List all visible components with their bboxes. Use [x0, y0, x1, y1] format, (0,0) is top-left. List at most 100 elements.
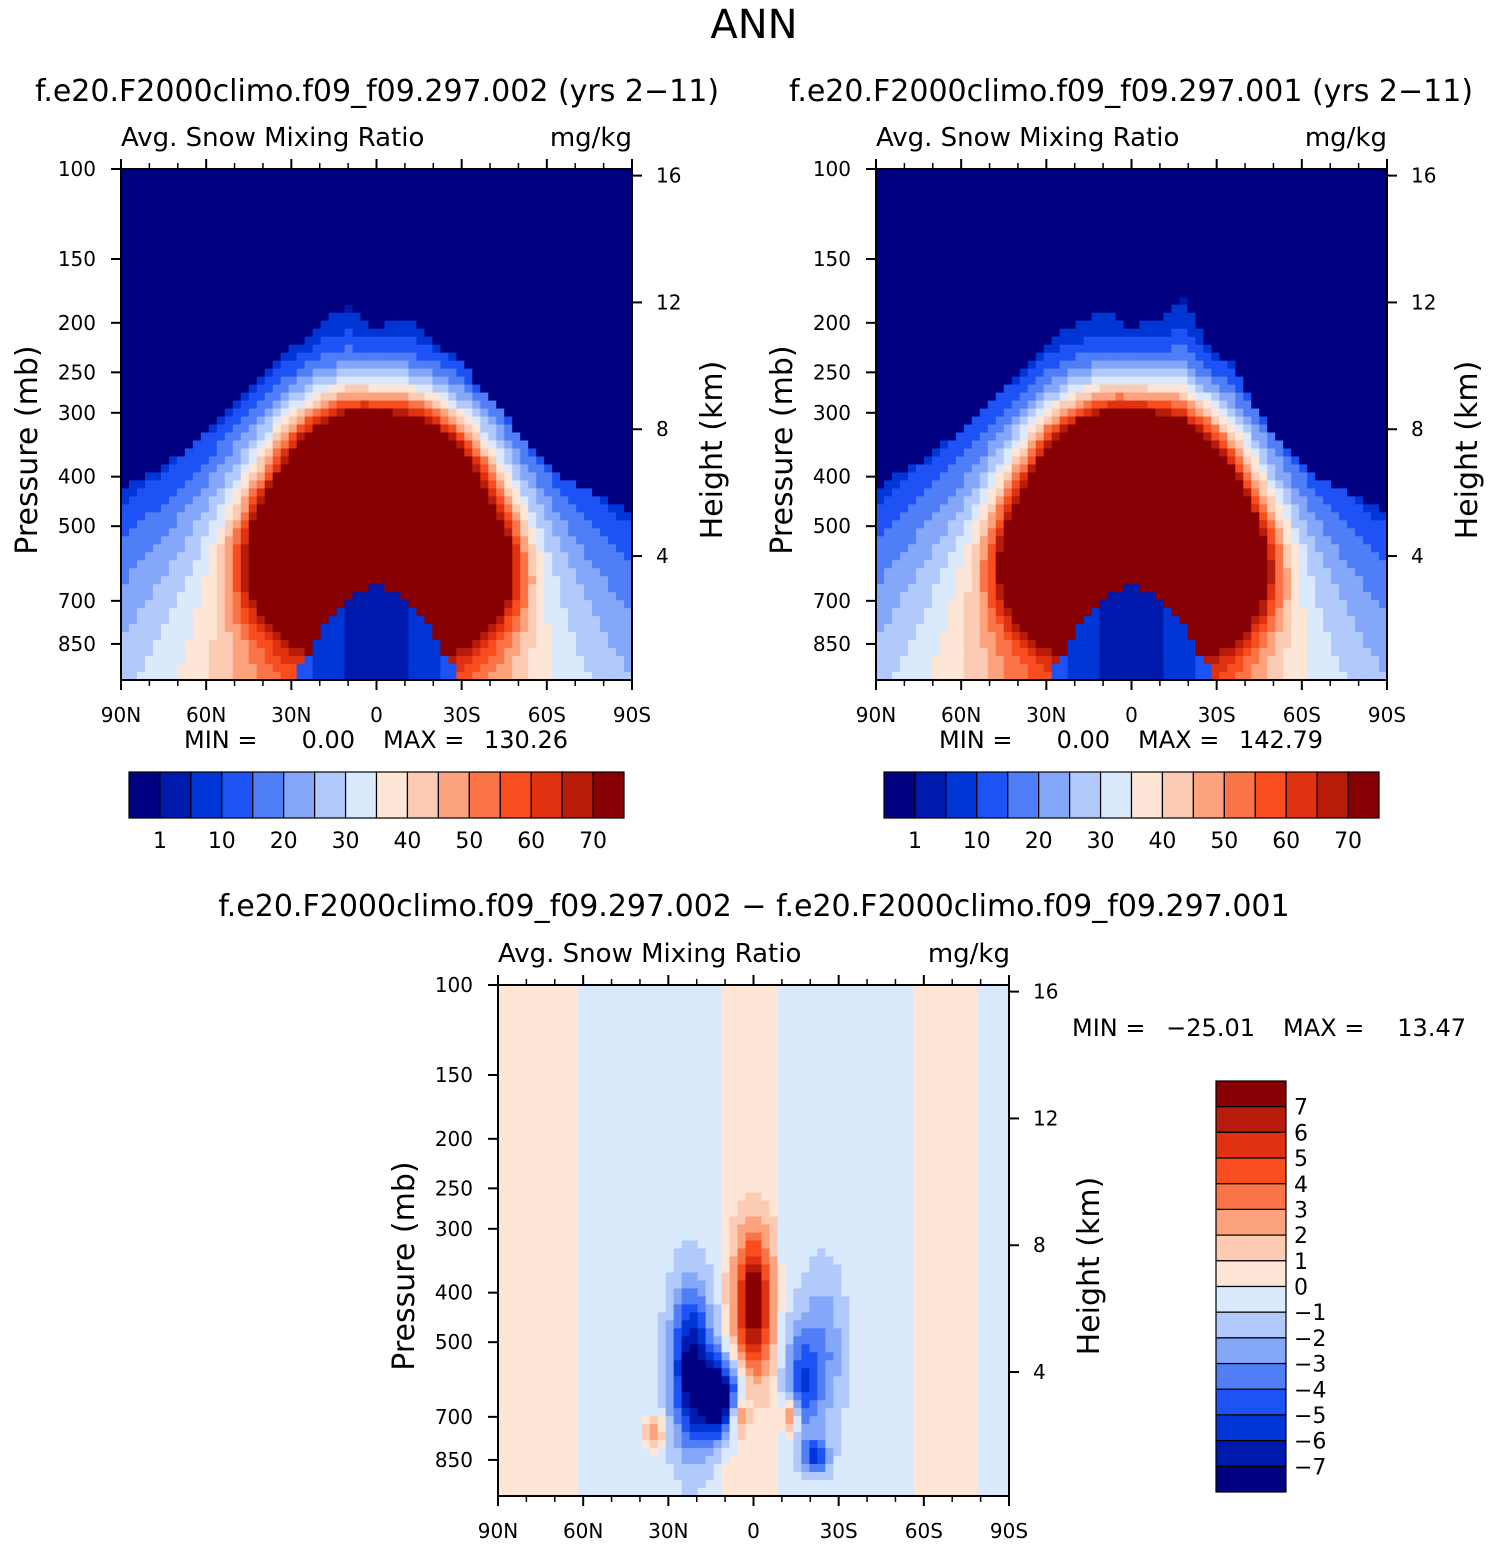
field-cell [392, 520, 402, 529]
field-cell [520, 504, 529, 513]
field-cell [280, 656, 290, 665]
field-cell [136, 304, 146, 314]
field-cell [184, 520, 194, 529]
field-cell [552, 264, 561, 274]
field-cell [560, 360, 569, 370]
field-cell [1035, 248, 1045, 258]
field-cell [336, 240, 346, 250]
field-cell [552, 424, 561, 434]
field-cell [971, 216, 981, 226]
field-cell [360, 616, 370, 625]
field-cell [456, 520, 465, 529]
field-cell [344, 640, 354, 649]
field-cell [312, 240, 322, 250]
field-cell [552, 352, 561, 362]
field-cell [432, 440, 441, 450]
field-cell [176, 600, 186, 609]
field-cell [464, 592, 473, 601]
field-cell [576, 552, 585, 561]
field-cell [352, 336, 362, 346]
field-cell [608, 192, 617, 202]
field-cell [464, 496, 473, 505]
field-cell [136, 648, 146, 657]
field-cell [544, 224, 553, 234]
field-cell [336, 248, 346, 258]
field-cell [512, 184, 521, 194]
field-cell [616, 360, 625, 370]
field-cell [304, 216, 314, 226]
field-cell [272, 208, 282, 218]
field-cell [256, 656, 266, 665]
field-cell [176, 440, 186, 450]
field-cell [480, 240, 489, 250]
field-cell [536, 304, 545, 314]
field-cell [480, 400, 489, 410]
field-cell [416, 192, 425, 202]
field-cell [616, 464, 625, 473]
field-cell [168, 456, 178, 466]
field-cell [488, 480, 497, 489]
field-cell [280, 640, 290, 649]
field-cell [1291, 176, 1300, 186]
field-cell [240, 536, 250, 545]
field-cell [600, 496, 609, 505]
field-cell [496, 368, 505, 378]
field-cell [336, 496, 346, 505]
field-cell [899, 264, 909, 274]
field-cell [528, 568, 537, 577]
field-cell [1347, 169, 1356, 178]
field-cell [280, 464, 290, 473]
field-cell [907, 264, 917, 274]
field-cell [376, 296, 386, 306]
field-cell [979, 176, 989, 186]
field-cell [947, 256, 957, 266]
field-cell [1075, 169, 1085, 178]
field-cell [1123, 216, 1133, 226]
field-cell [472, 392, 481, 402]
field-cell [520, 608, 529, 617]
field-cell [152, 192, 162, 202]
field-cell [152, 320, 162, 330]
field-cell [1003, 232, 1013, 242]
field-cell [1187, 256, 1196, 266]
field-cell [272, 184, 282, 194]
field-cell [272, 448, 282, 458]
field-cell [440, 456, 449, 466]
field-cell [328, 472, 338, 481]
field-cell [296, 488, 306, 497]
field-cell [392, 368, 402, 378]
field-cell [272, 576, 282, 585]
field-cell [432, 232, 441, 242]
field-cell [536, 512, 545, 521]
field-cell [216, 352, 226, 362]
field-cell [344, 528, 354, 537]
field-cell [520, 304, 529, 314]
field-cell [1171, 232, 1180, 242]
field-cell [1355, 224, 1364, 234]
field-cell [536, 408, 545, 418]
field-cell [1179, 216, 1188, 226]
field-cell [568, 384, 577, 394]
field-cell [432, 208, 441, 218]
field-cell [616, 504, 625, 513]
field-cell [368, 664, 378, 673]
field-cell [176, 640, 186, 649]
field-cell [200, 600, 210, 609]
field-cell [416, 480, 425, 489]
field-cell [576, 464, 585, 473]
field-cell [616, 432, 625, 442]
field-cell [560, 568, 569, 577]
field-cell [520, 169, 529, 178]
field-cell [472, 624, 481, 633]
field-cell [560, 208, 569, 218]
field-cell [1171, 176, 1180, 186]
field-cell [256, 384, 266, 394]
field-cell [240, 368, 250, 378]
field-cell [544, 264, 553, 274]
field-cell [600, 328, 609, 338]
field-cell [1323, 224, 1332, 234]
field-cell [400, 568, 410, 577]
field-cell [568, 176, 577, 186]
field-cell [456, 280, 465, 290]
field-cell [216, 416, 226, 426]
